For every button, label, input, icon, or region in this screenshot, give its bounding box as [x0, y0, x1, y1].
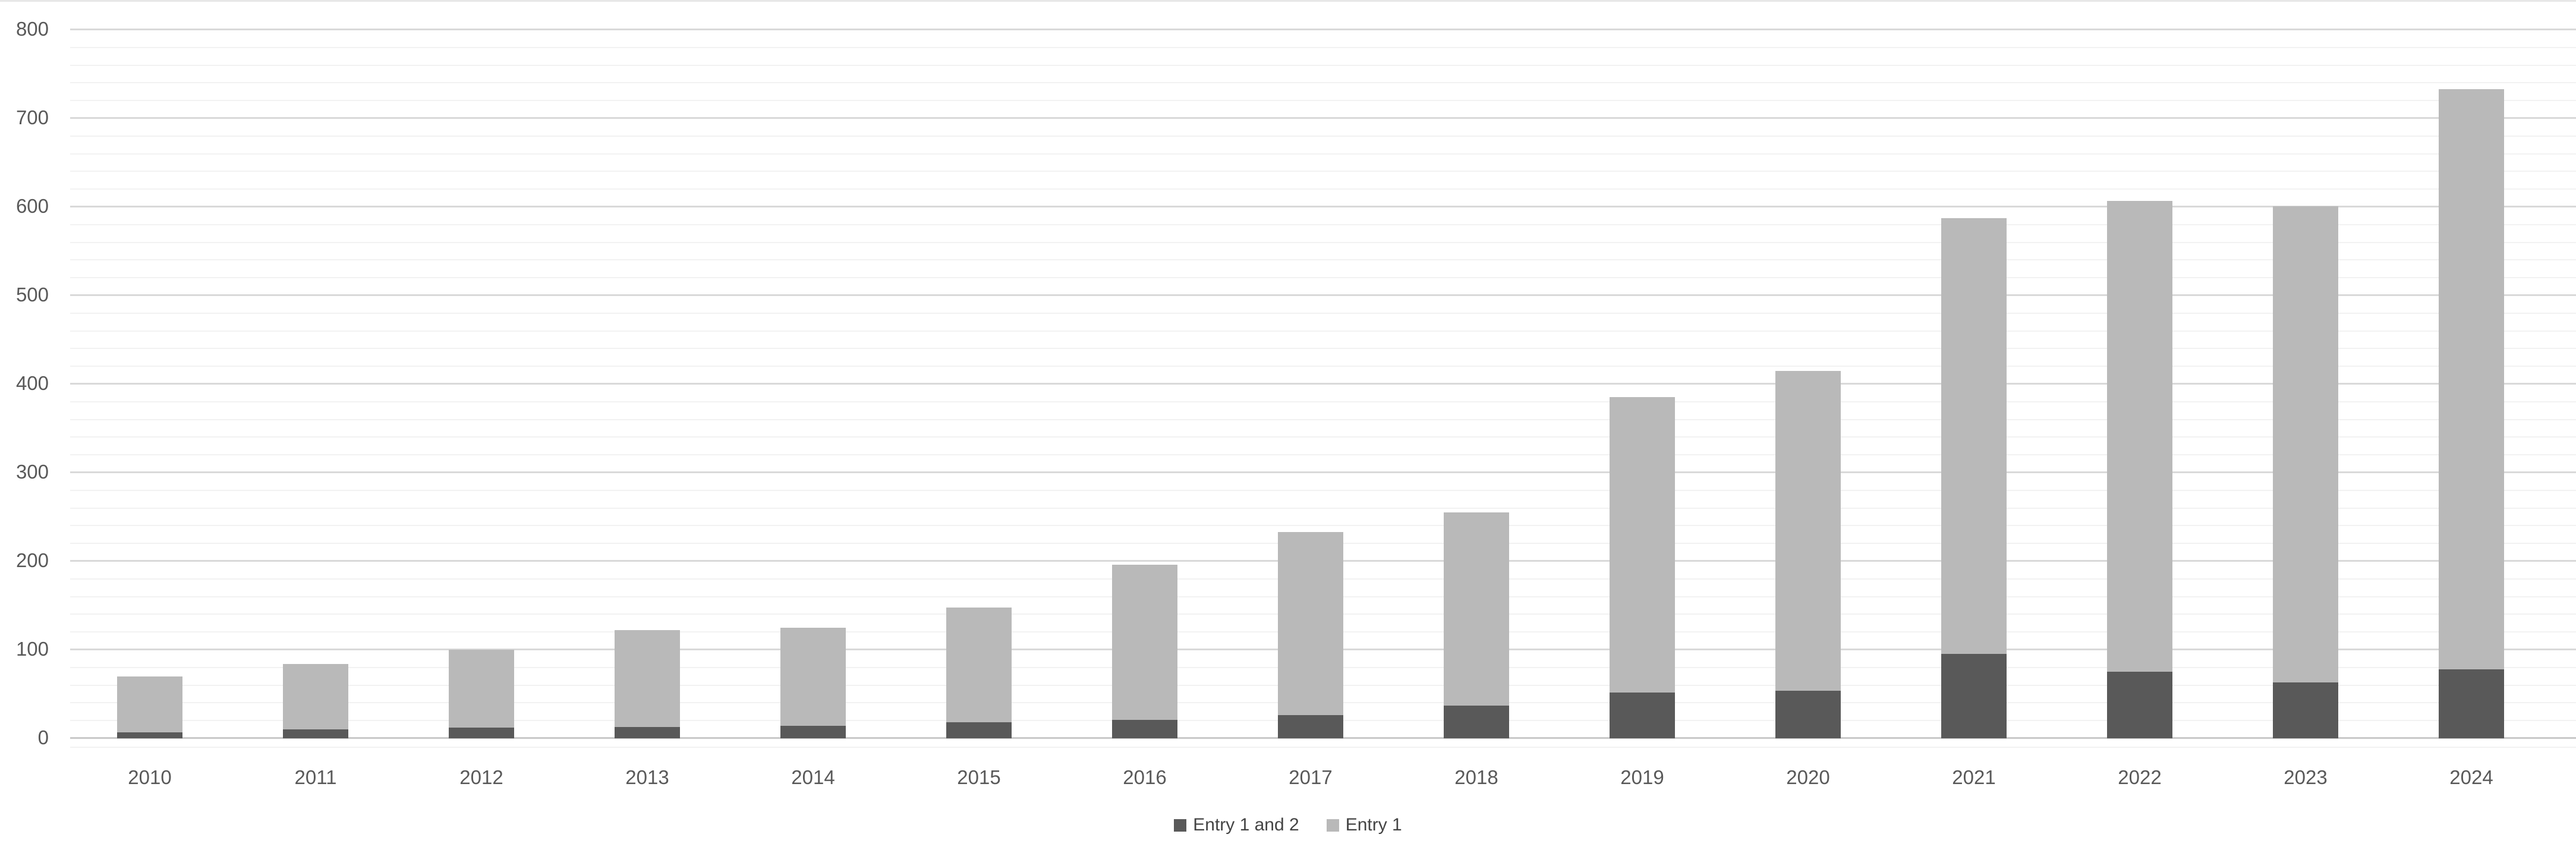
- minor-gridline: [70, 188, 2576, 190]
- bar-segment-entry-1[interactable]: [117, 676, 182, 732]
- minor-gridline: [70, 419, 2576, 420]
- bar-segment-entry-1[interactable]: [2273, 206, 2338, 683]
- bar-segment-entry-1-and-2[interactable]: [2107, 672, 2172, 738]
- chart-top-border: [0, 0, 2576, 2]
- bar-segment-entry-1-and-2[interactable]: [615, 726, 680, 738]
- minor-gridline: [70, 490, 2576, 491]
- legend-label-entry-1: Entry 1: [1345, 815, 1402, 835]
- bar-segment-entry-1-and-2[interactable]: [1941, 654, 2007, 738]
- y-axis-tick-label: 800: [15, 18, 49, 40]
- bar-segment-entry-1-and-2[interactable]: [780, 726, 846, 738]
- minor-gridline: [70, 82, 2576, 83]
- x-axis-tick-label: 2017: [1289, 766, 1333, 788]
- minor-gridline: [70, 366, 2576, 367]
- x-axis-tick-label: 2019: [1620, 766, 1664, 788]
- bar-segment-entry-1-and-2[interactable]: [449, 728, 514, 738]
- y-axis-tick-label: 700: [15, 106, 49, 128]
- x-axis-tick-label: 2010: [128, 766, 172, 788]
- minor-gridline: [70, 224, 2576, 225]
- bar-segment-entry-1[interactable]: [615, 630, 680, 727]
- minor-gridline: [70, 65, 2576, 66]
- legend-swatch-dark-icon: [1174, 819, 1187, 832]
- bar-segment-entry-1[interactable]: [780, 627, 846, 726]
- bar-segment-entry-1[interactable]: [1941, 218, 2007, 654]
- minor-gridline: [70, 277, 2576, 278]
- bar-segment-entry-1[interactable]: [449, 650, 514, 728]
- x-axis-tick-label: 2024: [2449, 766, 2493, 788]
- y-axis-tick-label: 600: [15, 195, 49, 217]
- bar-segment-entry-1[interactable]: [1610, 397, 1675, 693]
- bar-segment-entry-1-and-2[interactable]: [117, 732, 182, 738]
- y-axis-tick-label: 100: [15, 638, 49, 660]
- y-axis-tick-label: 400: [15, 372, 49, 394]
- minor-gridline: [70, 259, 2576, 260]
- x-axis-tick-label: 2018: [1454, 766, 1498, 788]
- bar-segment-entry-1-and-2[interactable]: [1444, 705, 1509, 738]
- bar-segment-entry-1[interactable]: [946, 607, 1012, 723]
- bar-segment-entry-1[interactable]: [1278, 531, 1343, 716]
- minor-gridline: [70, 242, 2576, 243]
- legend-swatch-light-icon: [1326, 819, 1339, 832]
- minor-gridline: [70, 401, 2576, 402]
- x-axis-tick-label: 2020: [1786, 766, 1830, 788]
- bar-segment-entry-1[interactable]: [2439, 89, 2504, 669]
- minor-gridline: [70, 348, 2576, 349]
- x-axis-tick-label: 2021: [1952, 766, 1996, 788]
- minor-gridline: [70, 313, 2576, 314]
- minor-gridline: [70, 508, 2576, 509]
- x-axis-tick-label: 2013: [625, 766, 669, 788]
- minor-gridline: [70, 100, 2576, 101]
- legend: Entry 1 and 2 Entry 1: [0, 812, 2576, 838]
- bar-segment-entry-1[interactable]: [1112, 564, 1177, 720]
- x-axis-sub-line: [70, 747, 2576, 748]
- bar-segment-entry-1[interactable]: [1775, 370, 1841, 691]
- x-axis-tick-label: 2015: [957, 766, 1001, 788]
- bar-segment-entry-1-and-2[interactable]: [1112, 719, 1177, 738]
- x-axis-tick-label: 2014: [791, 766, 835, 788]
- minor-gridline: [70, 171, 2576, 172]
- legend-label-entry-1-and-2: Entry 1 and 2: [1193, 815, 1299, 835]
- major-gridline: [70, 206, 2576, 207]
- major-gridline: [70, 117, 2576, 119]
- major-gridline: [70, 471, 2576, 473]
- bar-segment-entry-1-and-2[interactable]: [2273, 682, 2338, 738]
- y-axis-tick-label: 500: [15, 284, 49, 306]
- x-axis-tick-label: 2022: [2118, 766, 2162, 788]
- bar-segment-entry-1-and-2[interactable]: [1278, 715, 1343, 738]
- minor-gridline: [70, 136, 2576, 137]
- minor-gridline: [70, 331, 2576, 332]
- y-axis-tick-label: 200: [15, 549, 49, 571]
- bar-segment-entry-1[interactable]: [1444, 512, 1509, 706]
- y-axis-tick-label: 0: [37, 726, 49, 748]
- bar-segment-entry-1-and-2[interactable]: [1610, 692, 1675, 738]
- bar-segment-entry-1-and-2[interactable]: [283, 729, 348, 738]
- major-gridline: [70, 383, 2576, 385]
- minor-gridline: [70, 47, 2576, 48]
- x-axis-tick-label: 2011: [294, 766, 337, 788]
- major-gridline: [70, 294, 2576, 296]
- x-axis-tick-label: 2023: [2284, 766, 2328, 788]
- x-axis-tick-label: 2012: [459, 766, 503, 788]
- minor-gridline: [70, 525, 2576, 526]
- legend-item-entry-1[interactable]: Entry 1: [1326, 815, 1402, 835]
- bar-segment-entry-1-and-2[interactable]: [1775, 690, 1841, 738]
- legend-item-entry-1-and-2[interactable]: Entry 1 and 2: [1174, 815, 1299, 835]
- bar-segment-entry-1[interactable]: [283, 663, 348, 730]
- major-gridline: [70, 29, 2576, 30]
- minor-gridline: [70, 454, 2576, 455]
- y-axis-tick-label: 300: [15, 461, 49, 483]
- x-axis-tick-label: 2016: [1123, 766, 1167, 788]
- bar-segment-entry-1-and-2[interactable]: [2439, 669, 2504, 738]
- minor-gridline: [70, 436, 2576, 438]
- bar-segment-entry-1-and-2[interactable]: [946, 722, 1012, 738]
- bar-segment-entry-1[interactable]: [2107, 200, 2172, 672]
- minor-gridline: [70, 153, 2576, 155]
